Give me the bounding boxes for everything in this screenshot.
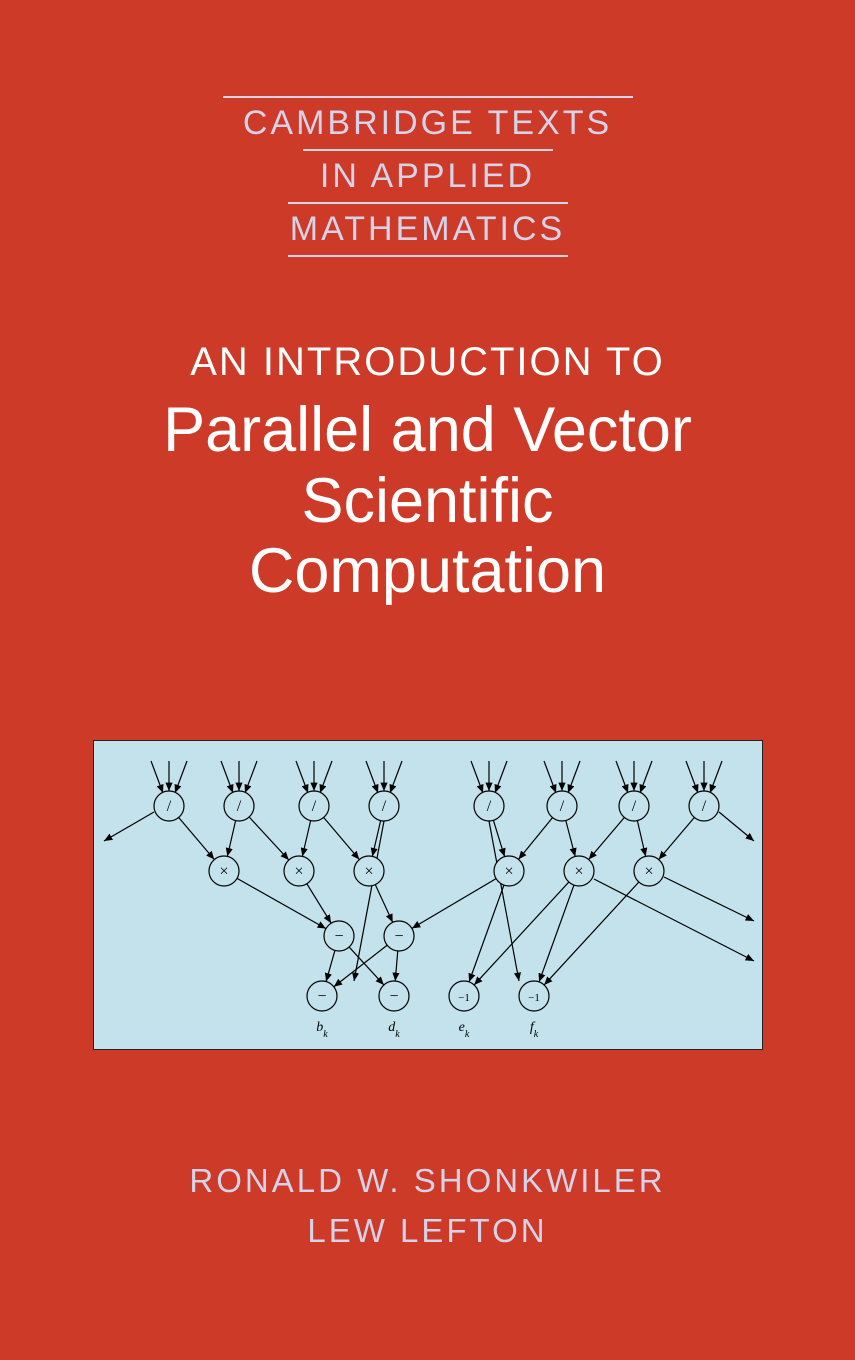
svg-text:−: − [334, 928, 343, 945]
svg-text:/: / [701, 798, 706, 815]
svg-text:/: / [559, 798, 564, 815]
author-1: RONALD W. SHONKWILER [0, 1156, 855, 1206]
computation-graph: / / / / / / / / × × × × × × − − − − −1 −1 bk dk ek fk [94, 741, 764, 1051]
svg-text:/: / [486, 798, 491, 815]
svg-text:/: / [381, 798, 386, 815]
svg-text:×: × [644, 863, 653, 880]
title-block: AN INTRODUCTION TO Parallel and Vector S… [0, 340, 855, 607]
svg-text:−1: −1 [528, 992, 540, 1004]
series-block: CAMBRIDGE TEXTS IN APPLIED MATHEMATICS [223, 90, 633, 263]
series-rule [303, 149, 553, 151]
title-line-3: Computation [0, 536, 855, 607]
series-line-2: IN APPLIED [223, 157, 633, 196]
authors-block: RONALD W. SHONKWILER LEW LEFTON [0, 1156, 855, 1255]
svg-text:−: − [389, 988, 398, 1005]
svg-text:/: / [166, 798, 171, 815]
title-line-2: Scientific [0, 466, 855, 537]
svg-text:/: / [631, 798, 636, 815]
svg-text:fk: fk [529, 1020, 538, 1040]
svg-text:dk: dk [388, 1020, 400, 1040]
svg-text:×: × [294, 863, 303, 880]
svg-text:ek: ek [458, 1020, 469, 1040]
svg-text:×: × [219, 863, 228, 880]
series-rule [223, 96, 633, 98]
svg-text:/: / [236, 798, 241, 815]
series-line-1: CAMBRIDGE TEXTS [223, 104, 633, 143]
svg-text:bk: bk [316, 1020, 328, 1040]
svg-text:/: / [311, 798, 316, 815]
author-2: LEW LEFTON [0, 1206, 855, 1256]
svg-text:×: × [574, 863, 583, 880]
svg-text:−1: −1 [458, 992, 470, 1004]
diagram: / / / / / / / / × × × × × × − − − − −1 −1 bk dk ek fk [93, 740, 763, 1050]
subtitle: AN INTRODUCTION TO [0, 340, 855, 385]
series-rule [288, 202, 568, 204]
svg-text:×: × [504, 863, 513, 880]
svg-text:−: − [394, 928, 403, 945]
series-rule [288, 255, 568, 257]
svg-text:−: − [317, 988, 326, 1005]
series-line-3: MATHEMATICS [223, 210, 633, 249]
svg-text:×: × [364, 863, 373, 880]
title-line-1: Parallel and Vector [0, 395, 855, 466]
